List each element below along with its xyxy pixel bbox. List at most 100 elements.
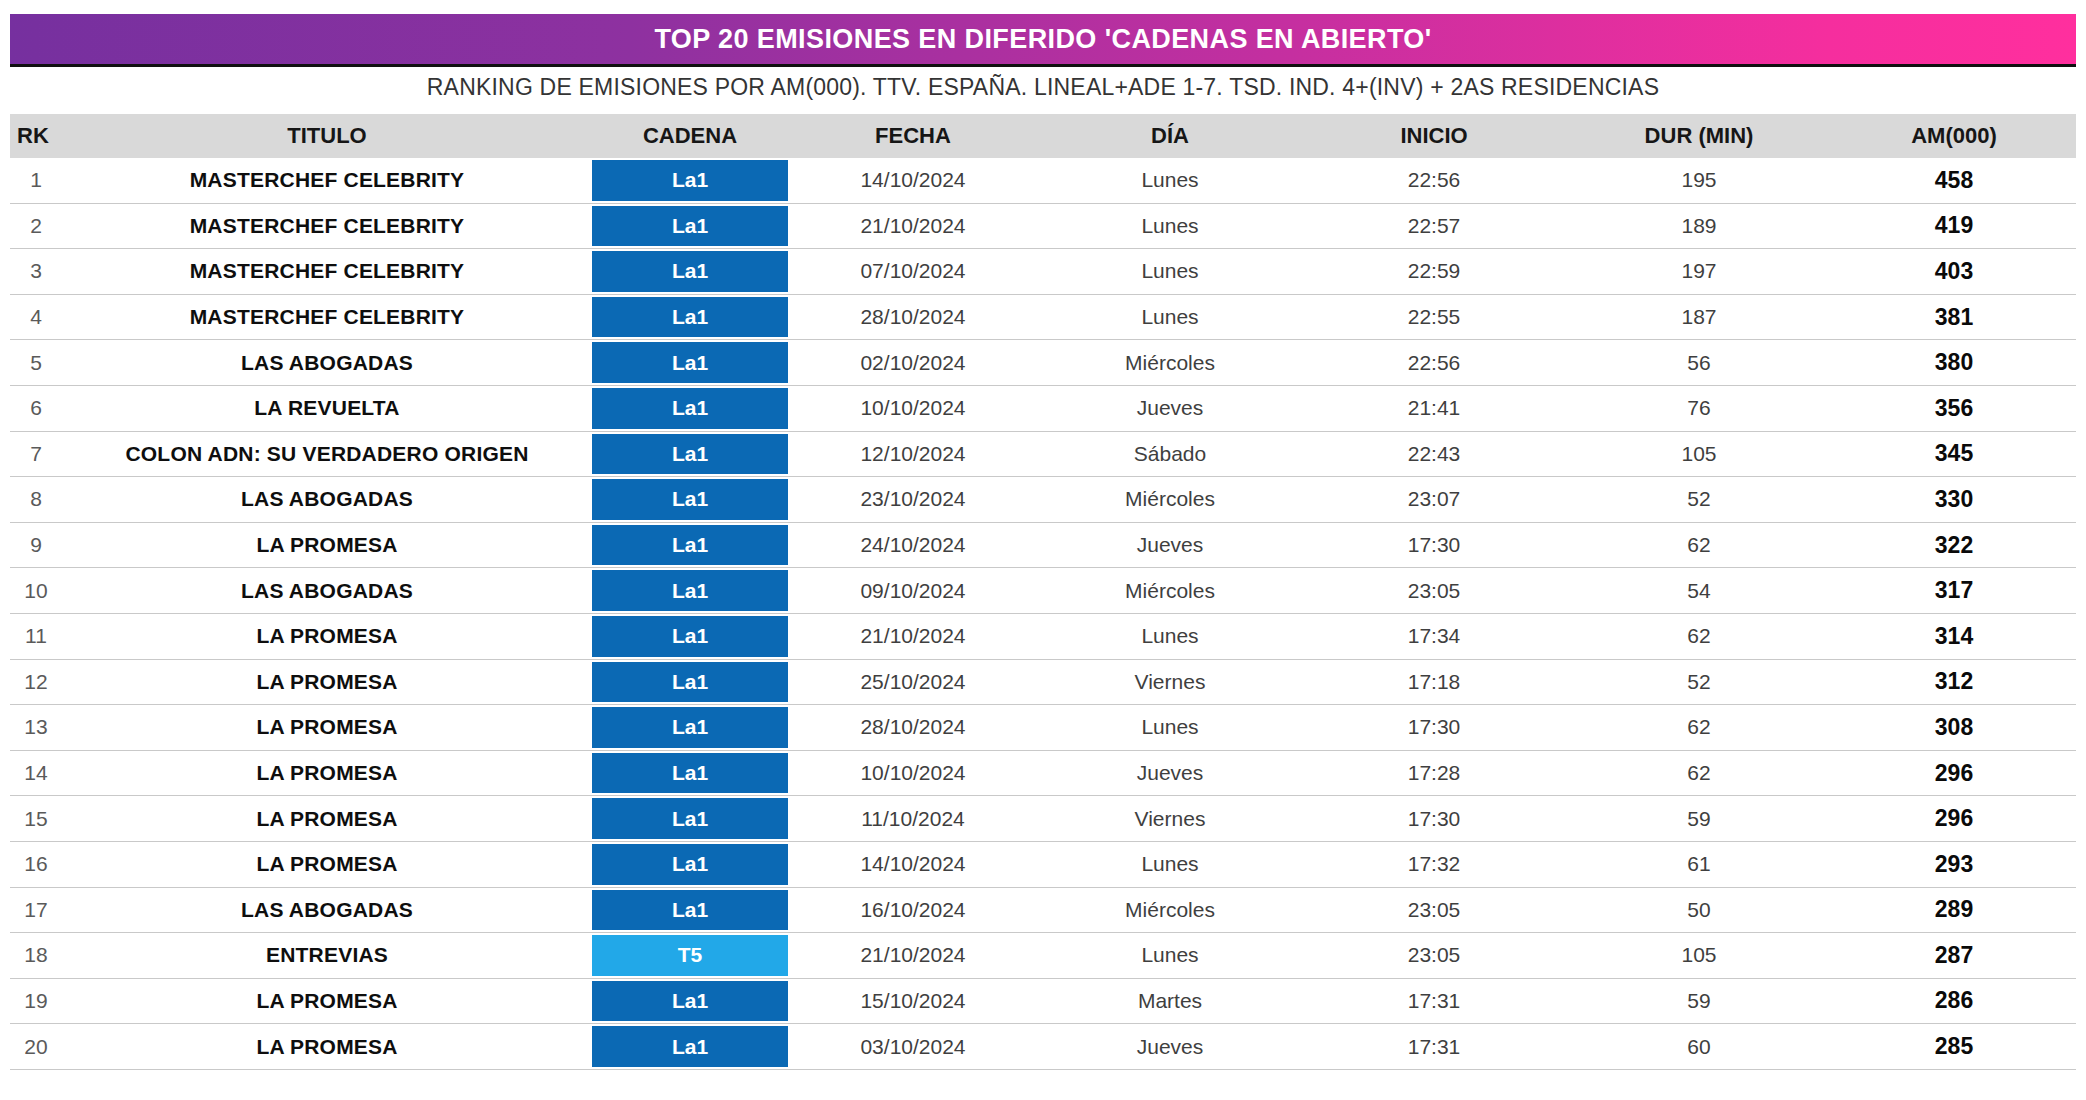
table-row: 16 LA PROMESA La1 14/10/2024 Lunes 17:32… [10, 842, 2076, 888]
day-cell: Lunes [1038, 852, 1302, 876]
start-time-cell: 23:05 [1302, 943, 1566, 967]
title-banner: TOP 20 EMISIONES EN DIFERIDO 'CADENAS EN… [10, 14, 2076, 67]
table-row: 9 LA PROMESA La1 24/10/2024 Jueves 17:30… [10, 523, 2076, 569]
channel-badge: La1 [592, 1026, 788, 1067]
channel-cell: La1 [592, 386, 788, 431]
rank-cell: 12 [10, 670, 62, 694]
column-header-rk: RK [10, 123, 62, 149]
day-cell: Lunes [1038, 624, 1302, 648]
page-title: TOP 20 EMISIONES EN DIFERIDO 'CADENAS EN… [654, 24, 1431, 55]
rank-cell: 14 [10, 761, 62, 785]
channel-cell: T5 [592, 933, 788, 978]
duration-cell: 62 [1566, 624, 1832, 648]
title-cell: LAS ABOGADAS [62, 898, 592, 922]
title-cell: ENTREVIAS [62, 943, 592, 967]
rank-cell: 10 [10, 579, 62, 603]
audience-cell: 312 [1832, 668, 2076, 695]
start-time-cell: 22:55 [1302, 305, 1566, 329]
channel-cell: La1 [592, 614, 788, 659]
title-cell: COLON ADN: SU VERDADERO ORIGEN [62, 442, 592, 466]
title-cell: LA PROMESA [62, 852, 592, 876]
duration-cell: 189 [1566, 214, 1832, 238]
day-cell: Sábado [1038, 442, 1302, 466]
table-row: 17 LAS ABOGADAS La1 16/10/2024 Miércoles… [10, 888, 2076, 934]
duration-cell: 59 [1566, 807, 1832, 831]
table-row: 20 LA PROMESA La1 03/10/2024 Jueves 17:3… [10, 1024, 2076, 1070]
table-row: 3 MASTERCHEF CELEBRITY La1 07/10/2024 Lu… [10, 249, 2076, 295]
start-time-cell: 22:43 [1302, 442, 1566, 466]
duration-cell: 187 [1566, 305, 1832, 329]
date-cell: 03/10/2024 [788, 1035, 1038, 1059]
rank-cell: 17 [10, 898, 62, 922]
title-cell: MASTERCHEF CELEBRITY [62, 259, 592, 283]
channel-badge: La1 [592, 981, 788, 1022]
day-cell: Viernes [1038, 670, 1302, 694]
date-cell: 21/10/2024 [788, 943, 1038, 967]
rank-cell: 8 [10, 487, 62, 511]
channel-badge: La1 [592, 570, 788, 611]
date-cell: 28/10/2024 [788, 715, 1038, 739]
rank-cell: 6 [10, 396, 62, 420]
title-cell: LAS ABOGADAS [62, 487, 592, 511]
audience-cell: 458 [1832, 167, 2076, 194]
duration-cell: 195 [1566, 168, 1832, 192]
channel-cell: La1 [592, 796, 788, 841]
table-row: 8 LAS ABOGADAS La1 23/10/2024 Miércoles … [10, 477, 2076, 523]
rank-cell: 2 [10, 214, 62, 238]
audience-cell: 286 [1832, 987, 2076, 1014]
table-row: 1 MASTERCHEF CELEBRITY La1 14/10/2024 Lu… [10, 158, 2076, 204]
duration-cell: 50 [1566, 898, 1832, 922]
channel-badge: T5 [592, 935, 788, 976]
start-time-cell: 21:41 [1302, 396, 1566, 420]
title-cell: LA REVUELTA [62, 396, 592, 420]
date-cell: 28/10/2024 [788, 305, 1038, 329]
date-cell: 21/10/2024 [788, 214, 1038, 238]
title-cell: MASTERCHEF CELEBRITY [62, 168, 592, 192]
rank-cell: 19 [10, 989, 62, 1013]
start-time-cell: 22:57 [1302, 214, 1566, 238]
column-header-dur: DUR (MIN) [1566, 123, 1832, 149]
start-time-cell: 17:30 [1302, 807, 1566, 831]
day-cell: Jueves [1038, 396, 1302, 420]
audience-cell: 314 [1832, 623, 2076, 650]
rank-cell: 1 [10, 168, 62, 192]
audience-cell: 287 [1832, 942, 2076, 969]
day-cell: Jueves [1038, 1035, 1302, 1059]
title-cell: LAS ABOGADAS [62, 579, 592, 603]
channel-cell: La1 [592, 1024, 788, 1069]
duration-cell: 105 [1566, 943, 1832, 967]
date-cell: 10/10/2024 [788, 396, 1038, 420]
duration-cell: 62 [1566, 761, 1832, 785]
date-cell: 21/10/2024 [788, 624, 1038, 648]
subtitle: RANKING DE EMISIONES POR AM(000). TTV. E… [10, 74, 2076, 101]
day-cell: Lunes [1038, 715, 1302, 739]
day-cell: Jueves [1038, 761, 1302, 785]
date-cell: 10/10/2024 [788, 761, 1038, 785]
date-cell: 12/10/2024 [788, 442, 1038, 466]
duration-cell: 56 [1566, 351, 1832, 375]
channel-cell: La1 [592, 295, 788, 340]
start-time-cell: 23:05 [1302, 898, 1566, 922]
table-row: 7 COLON ADN: SU VERDADERO ORIGEN La1 12/… [10, 432, 2076, 478]
title-cell: LA PROMESA [62, 807, 592, 831]
channel-badge: La1 [592, 753, 788, 794]
table-row: 15 LA PROMESA La1 11/10/2024 Viernes 17:… [10, 796, 2076, 842]
rank-cell: 11 [10, 624, 62, 648]
channel-badge: La1 [592, 844, 788, 885]
day-cell: Miércoles [1038, 487, 1302, 511]
audience-cell: 296 [1832, 805, 2076, 832]
date-cell: 09/10/2024 [788, 579, 1038, 603]
channel-badge: La1 [592, 479, 788, 520]
start-time-cell: 17:31 [1302, 989, 1566, 1013]
channel-cell: La1 [592, 979, 788, 1024]
audience-cell: 289 [1832, 896, 2076, 923]
channel-badge: La1 [592, 160, 788, 201]
table-body: 1 MASTERCHEF CELEBRITY La1 14/10/2024 Lu… [10, 158, 2076, 1070]
audience-cell: 381 [1832, 304, 2076, 331]
rank-cell: 4 [10, 305, 62, 329]
audience-cell: 322 [1832, 532, 2076, 559]
date-cell: 14/10/2024 [788, 168, 1038, 192]
channel-cell: La1 [592, 751, 788, 796]
audience-cell: 380 [1832, 349, 2076, 376]
table-row: 12 LA PROMESA La1 25/10/2024 Viernes 17:… [10, 660, 2076, 706]
